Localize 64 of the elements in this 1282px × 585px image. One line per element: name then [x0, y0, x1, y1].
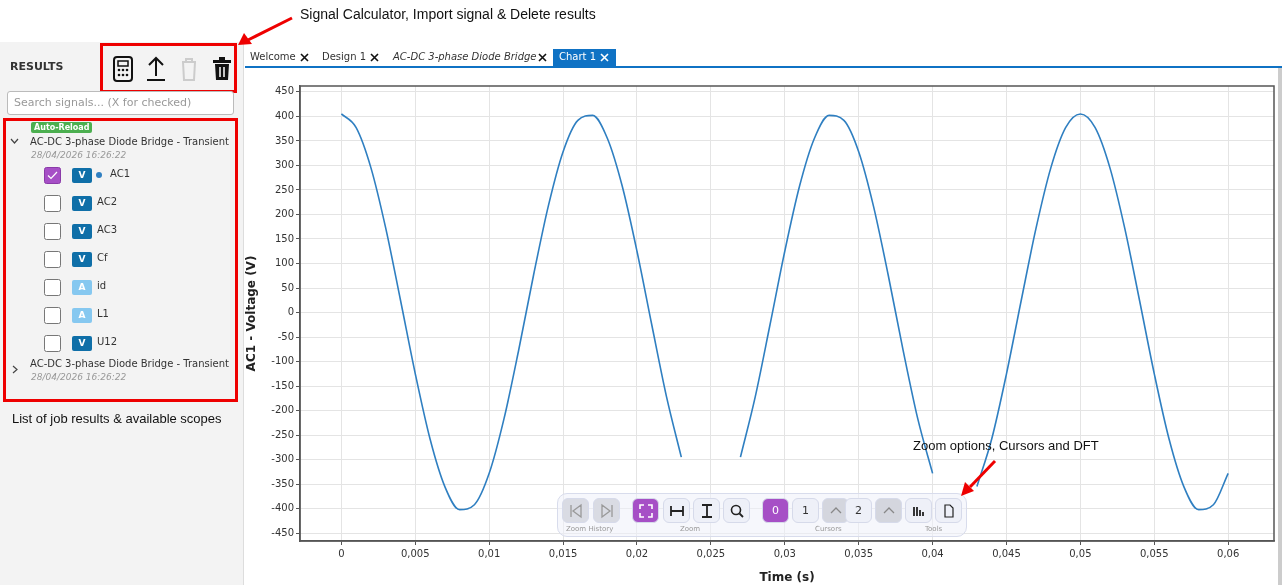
text: AC1: [110, 168, 131, 179]
y-tick-label: 400: [274, 109, 294, 121]
y-axis-title: AC1 - Voltage (V): [244, 255, 259, 372]
y-tick-label: 350: [274, 134, 294, 146]
y-tick-label: 300: [274, 159, 294, 171]
text: Signal Calculator, Import signal & Delete results: [300, 6, 596, 22]
text: AC-DC 3-phase Diode Bridge - Transient: [30, 358, 229, 369]
y-tick-label: 200: [274, 208, 294, 220]
text: id: [97, 280, 107, 291]
text: L1: [97, 308, 109, 319]
x-tick-label: 0,04: [921, 547, 944, 559]
text: Auto-Reload: [31, 122, 93, 133]
x-tick-label: 0,055: [1139, 547, 1169, 559]
text: Welcome: [250, 51, 296, 62]
cursor-button: 0: [762, 498, 789, 523]
caption: Chart 1: [559, 51, 597, 62]
text: V: [72, 252, 92, 267]
text: AC2: [97, 196, 118, 207]
y-tick-label: -200: [271, 404, 294, 416]
x-tick-label: 0,02: [625, 547, 649, 559]
text: List of job results & available scopes: [12, 411, 222, 426]
text: AC3: [97, 224, 118, 235]
y-tick-label: -300: [271, 453, 294, 465]
x-tick-label: 0,01: [478, 547, 501, 559]
x-tick-label: 0,025: [696, 547, 726, 559]
x-tick-label: 0,06: [1217, 547, 1240, 559]
text: A: [72, 308, 92, 323]
x-tick-label: 0,005: [400, 547, 430, 559]
text: Cf: [97, 252, 108, 263]
text: Search signals... (X for checked): [14, 96, 192, 109]
x-axis-title: Time (s): [759, 569, 815, 584]
y-tick-label: 50: [281, 281, 294, 293]
y-tick-label: -100: [271, 355, 294, 367]
text: RESULTS: [10, 60, 64, 73]
cursor-button: 1: [792, 498, 819, 523]
text: V: [72, 196, 92, 211]
text: V: [72, 224, 92, 239]
y-tick-label: -250: [271, 428, 294, 440]
y-tick-label: -350: [271, 477, 294, 489]
x-tick-label: 0,03: [773, 547, 796, 559]
cursor-button: 2: [845, 498, 872, 523]
text: V: [72, 336, 92, 351]
y-tick-label: 100: [274, 257, 294, 269]
y-tick-label: 0: [287, 306, 294, 318]
y-tick-label: -150: [271, 379, 294, 391]
x-tick-label: 0,035: [844, 547, 873, 559]
text: Design 1: [322, 51, 367, 62]
y-tick-label: 150: [274, 232, 294, 244]
x-tick-label: 0: [338, 547, 345, 559]
text: 28/04/2026 16:26:22: [31, 372, 127, 382]
x-tick-label: 0,045: [992, 547, 1021, 559]
text: V: [72, 168, 92, 183]
x-tick-label: 0,05: [1069, 547, 1092, 559]
y-tick-label: -50: [277, 330, 294, 342]
y-tick-label: 450: [274, 85, 294, 97]
y-tick-label: 250: [274, 183, 294, 195]
text: AC-DC 3-phase Diode Bridge: [393, 51, 537, 62]
y-tick-label: -450: [271, 526, 294, 538]
y-tick-label: -400: [271, 502, 294, 514]
text: AC-DC 3-phase Diode Bridge - Transient: [30, 136, 229, 147]
x-tick-label: 0,015: [548, 547, 578, 559]
text: U12: [97, 336, 118, 347]
text: A: [72, 280, 92, 295]
text: 28/04/2026 16:26:22: [31, 150, 127, 160]
